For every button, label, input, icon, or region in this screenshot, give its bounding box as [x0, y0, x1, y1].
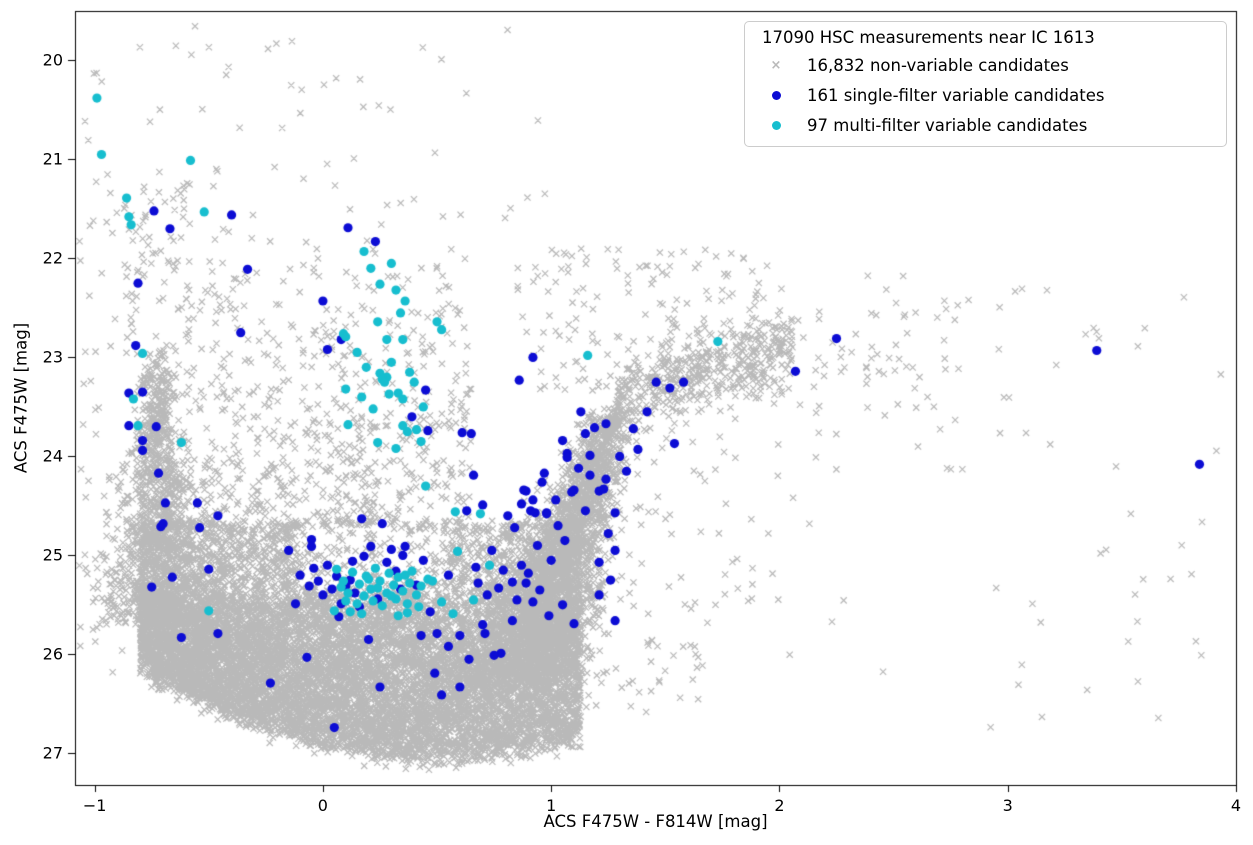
legend-title: 17090 HSC measurements near IC 1613: [762, 28, 1095, 47]
y-tick-label: 27: [42, 743, 63, 763]
legend-row-single-filter: 161 single-filter variable candidates: [745, 80, 1226, 110]
y-tick-label: 26: [42, 644, 63, 664]
y-axis-label: ACS F475W [mag]: [11, 322, 31, 474]
legend-box: 17090 HSC measurements near IC 1613 × 16…: [744, 21, 1227, 147]
x-tick-label: 0: [317, 796, 328, 815]
x-tick-label: 2: [774, 796, 785, 815]
legend-label-multi-filter: 97 multi-filter variable candidates: [807, 115, 1088, 135]
y-tick-label: 25: [42, 545, 63, 565]
legend-label-single-filter: 161 single-filter variable candidates: [807, 85, 1105, 105]
y-tick-label: 22: [42, 248, 63, 268]
y-tick-label: 20: [42, 50, 63, 70]
y-tick-label: 21: [42, 149, 63, 169]
x-tick-label: −1: [82, 796, 107, 815]
dot-marker-icon: [745, 120, 807, 130]
x-tick-label: 4: [1230, 796, 1242, 815]
legend-row-nonvariable: × 16,832 non-variable candidates: [745, 50, 1226, 80]
dot-marker-icon: [745, 90, 807, 100]
y-tick-label: 23: [42, 347, 63, 367]
x-tick-label: 1: [546, 796, 557, 815]
x-marker-icon: ×: [770, 57, 782, 73]
x-axis-label: ACS F475W - F814W [mag]: [543, 812, 768, 831]
legend-row-multi-filter: 97 multi-filter variable candidates: [745, 110, 1226, 140]
legend-label-nonvariable: 16,832 non-variable candidates: [807, 55, 1069, 75]
y-tick-label: 24: [42, 446, 63, 466]
x-tick-label: 3: [1002, 796, 1013, 815]
